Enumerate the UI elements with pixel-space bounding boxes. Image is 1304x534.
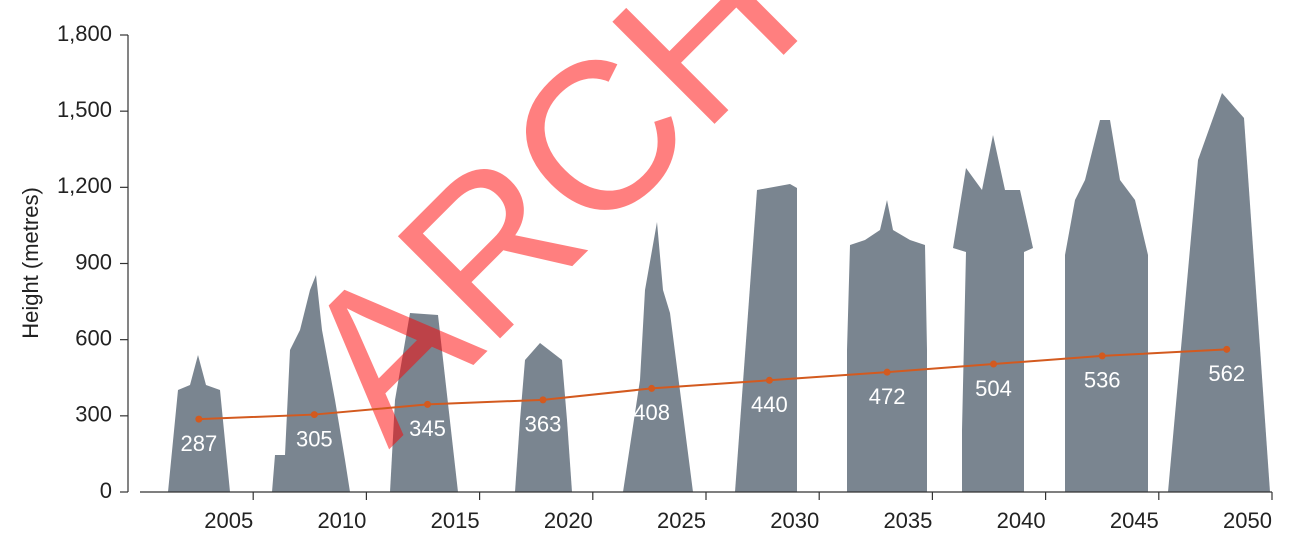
building [390, 313, 458, 492]
data-point [195, 415, 203, 423]
data-label: 305 [296, 426, 333, 451]
x-tick-label: 2030 [770, 508, 819, 533]
x-tick-label: 2005 [204, 508, 253, 533]
data-label: 440 [751, 392, 788, 417]
y-tick-label: 1,800 [57, 21, 112, 46]
x-tick-label: 2045 [1110, 508, 1159, 533]
data-point [1223, 345, 1231, 353]
data-point [883, 368, 891, 376]
building [847, 200, 927, 492]
x-tick-label: 2050 [1223, 508, 1272, 533]
data-label: 345 [409, 416, 446, 441]
data-label: 472 [869, 384, 906, 409]
y-tick-label: 1,500 [57, 97, 112, 122]
x-tick-label: 2010 [317, 508, 366, 533]
y-tick-label: 900 [75, 249, 112, 274]
building [168, 355, 230, 492]
data-label: 408 [633, 400, 670, 425]
x-tick-label: 2015 [431, 508, 480, 533]
data-label: 562 [1208, 361, 1245, 386]
x-tick-label: 2040 [997, 508, 1046, 533]
building [735, 184, 797, 492]
building [953, 135, 1033, 492]
building [623, 222, 693, 492]
building-silhouettes [168, 93, 1270, 492]
y-tick-label: 300 [75, 402, 112, 427]
data-label: 504 [975, 376, 1012, 401]
data-point [648, 384, 656, 392]
y-tick-label: 600 [75, 325, 112, 350]
building [1065, 120, 1148, 492]
data-point [765, 376, 773, 384]
data-point [539, 396, 547, 404]
x-tick-label: 2025 [657, 508, 706, 533]
building [272, 275, 350, 492]
data-line [198, 348, 1227, 421]
y-tick-label: 0 [100, 478, 112, 503]
data-label: 287 [181, 431, 218, 456]
data-point [424, 400, 432, 408]
x-tick-label: 2035 [883, 508, 932, 533]
data-point [990, 360, 998, 368]
x-tick-label: 2020 [544, 508, 593, 533]
data-label: 363 [525, 412, 562, 437]
data-point [1098, 352, 1106, 360]
data-point [310, 411, 318, 419]
building [1168, 93, 1270, 492]
y-axis-label: Height (metres) [18, 187, 43, 339]
data-label: 536 [1084, 368, 1121, 393]
building [515, 343, 572, 492]
y-tick-label: 1,200 [57, 173, 112, 198]
